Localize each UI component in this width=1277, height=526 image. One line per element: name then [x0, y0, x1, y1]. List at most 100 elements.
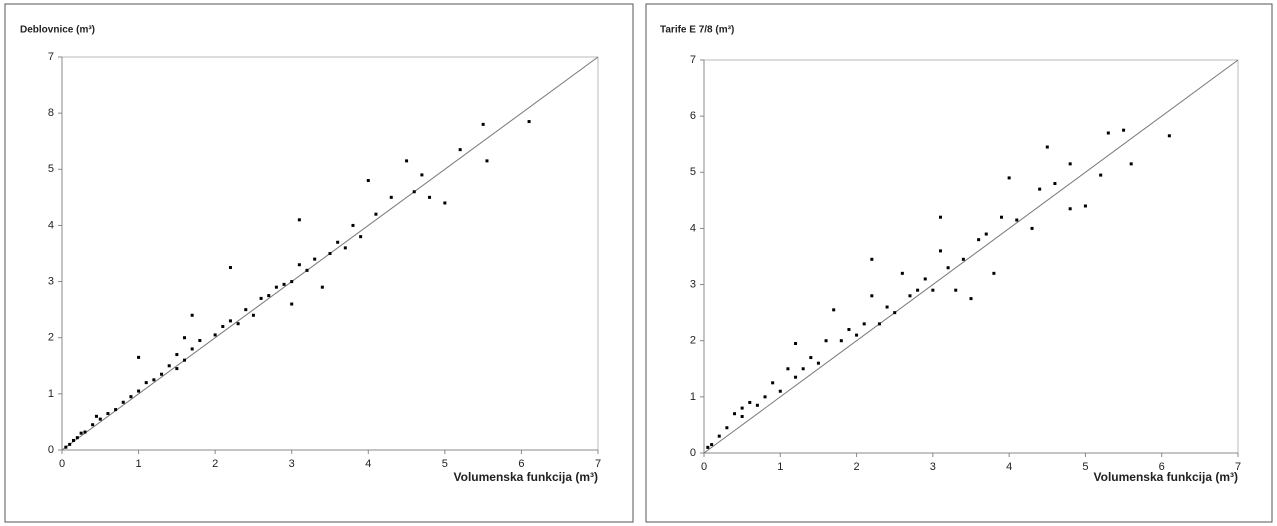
- scatter-point: [931, 288, 935, 292]
- scatter-point: [428, 195, 432, 199]
- scatter-point: [778, 389, 782, 393]
- scatter-point: [706, 445, 710, 449]
- scatter-point: [290, 302, 294, 306]
- x-tick-label: 5: [1082, 461, 1088, 473]
- x-tick-label: 6: [518, 458, 524, 470]
- scatter-point: [801, 367, 805, 371]
- scatter-point: [900, 271, 904, 275]
- y-tick-label: 5: [48, 163, 54, 175]
- y-axis-title: Tarife E 7/8 (m³): [660, 25, 734, 36]
- scatter-point: [129, 395, 133, 399]
- scatter-point: [366, 179, 370, 183]
- y-tick-label: 2: [690, 335, 696, 347]
- scatter-point: [481, 122, 485, 126]
- scatter-point: [748, 400, 752, 404]
- scatter-point: [870, 294, 874, 298]
- scatter-point: [91, 423, 95, 427]
- scatter-point: [763, 395, 767, 399]
- x-tick-label: 5: [442, 458, 448, 470]
- scatter-point: [916, 288, 920, 292]
- scatter-point: [106, 412, 110, 416]
- scatter-point: [1099, 173, 1103, 177]
- scatter-point: [75, 436, 79, 440]
- scatter-point: [977, 238, 981, 242]
- scatter-point: [175, 367, 179, 371]
- scatter-point: [1167, 134, 1171, 138]
- scatter-point: [961, 257, 965, 261]
- scatter-point: [190, 313, 194, 317]
- scatter-point: [992, 271, 996, 275]
- scatter-point: [710, 443, 714, 447]
- scatter-point: [160, 372, 164, 376]
- scatter-point: [847, 327, 851, 331]
- scatter-point: [870, 257, 874, 261]
- scatter-point: [855, 333, 859, 337]
- scatter-point: [320, 285, 324, 289]
- scatter-point: [144, 381, 148, 385]
- x-tick-label: 4: [1006, 461, 1012, 473]
- scatter-point: [458, 148, 462, 152]
- scatter-point: [297, 218, 301, 222]
- scatter-point: [343, 246, 347, 250]
- scatter-point: [336, 240, 340, 244]
- scatter-point: [68, 442, 72, 446]
- scatter-point: [175, 353, 179, 357]
- scatter-point: [1007, 176, 1011, 180]
- scatter-point: [1122, 128, 1126, 132]
- scatter-point: [420, 173, 424, 177]
- x-tick-label: 3: [289, 458, 295, 470]
- scatter-point: [954, 288, 958, 292]
- scatter-point: [443, 201, 447, 205]
- y-tick-label: 8: [48, 107, 54, 119]
- scatter-point: [167, 364, 171, 368]
- scatter-point: [839, 339, 843, 343]
- scatter-point: [412, 190, 416, 194]
- scatter-point: [152, 378, 156, 382]
- scatter-point: [969, 297, 973, 301]
- scatter-point: [236, 322, 240, 326]
- scatter-point: [733, 412, 737, 416]
- scatter-point: [389, 195, 393, 199]
- scatter-point: [251, 313, 255, 317]
- scatter-point: [938, 249, 942, 253]
- scatter-point: [1045, 145, 1049, 149]
- scatter-point: [485, 159, 489, 163]
- x-tick-label: 2: [212, 458, 218, 470]
- y-tick-label: 4: [48, 219, 54, 231]
- scatter-point: [137, 389, 141, 393]
- scatter-point: [908, 294, 912, 298]
- scatter-point: [771, 381, 775, 385]
- scatter-point: [79, 431, 83, 435]
- scatter-point: [755, 403, 759, 407]
- scatter-point: [405, 159, 409, 163]
- scatter-point: [1038, 187, 1042, 191]
- x-tick-label: 6: [1159, 461, 1165, 473]
- scatter-point: [359, 235, 363, 239]
- scatter-point: [137, 355, 141, 359]
- scatter-point: [297, 263, 301, 267]
- y-tick-label: 0: [690, 447, 696, 459]
- y-tick-label: 5: [690, 166, 696, 178]
- scatter-point: [121, 400, 125, 404]
- scatter-point: [984, 232, 988, 236]
- scatter-point: [1083, 204, 1087, 208]
- scatter-point: [183, 358, 187, 362]
- y-tick-label: 1: [690, 391, 696, 403]
- scatter-point: [94, 414, 98, 418]
- x-axis-title: Volumenska funkcija (m³): [1094, 470, 1238, 484]
- scatter-point: [228, 319, 232, 323]
- scatter-point: [885, 305, 889, 309]
- scatter-point: [190, 347, 194, 351]
- y-tick-label: 2: [48, 332, 54, 344]
- scatter-point: [259, 296, 263, 300]
- scatter-point: [351, 223, 355, 227]
- y-tick-label: 7: [48, 51, 54, 63]
- scatter-point: [244, 308, 248, 312]
- x-tick-label: 7: [1235, 461, 1241, 473]
- x-tick-label: 1: [777, 461, 783, 473]
- scatter-point: [83, 430, 87, 434]
- scatter-point: [725, 426, 729, 430]
- scatter-point: [213, 333, 217, 337]
- scatter-point: [305, 268, 309, 272]
